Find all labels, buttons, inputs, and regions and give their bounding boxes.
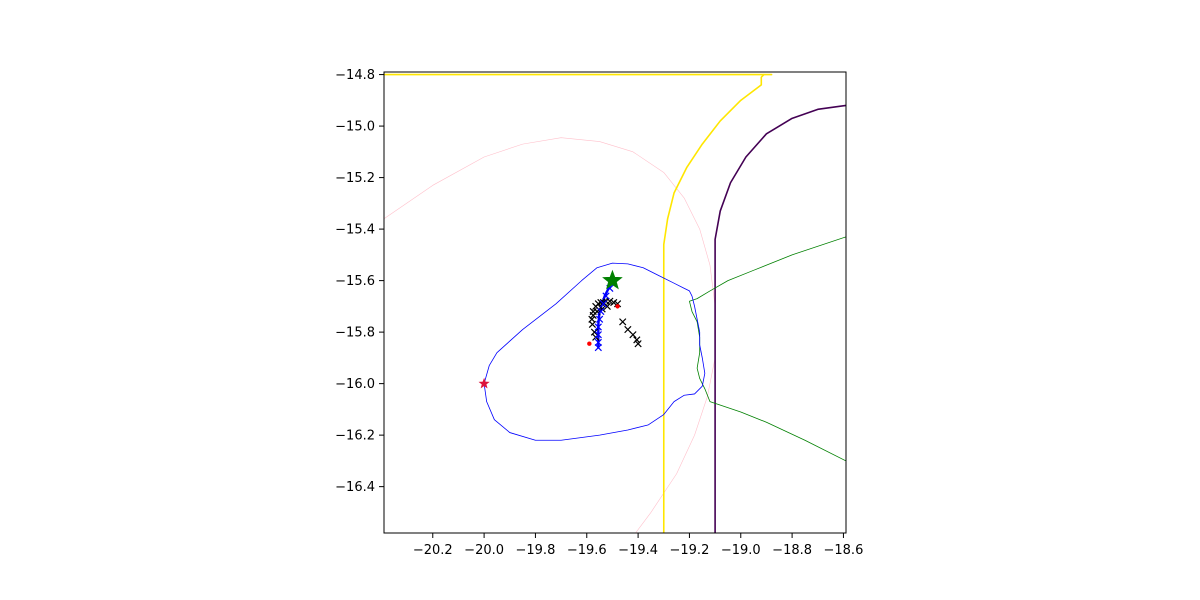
star-marker [602,269,623,290]
x-tick-label: −20.0 [464,543,504,558]
x-marker [599,300,608,308]
x-marker [629,331,637,339]
y-tick-label: −16.2 [335,429,375,444]
x-marker [603,302,611,310]
series-line-2 [662,73,765,533]
y-tick-label: −16.0 [335,377,375,392]
x-marker [595,315,604,323]
star-marker [478,377,490,389]
x-marker [594,331,602,339]
x-marker [602,292,610,300]
x-marker [594,338,602,347]
x-marker [594,343,602,352]
x-marker [610,298,618,307]
x-tick-label: −19.0 [721,543,761,558]
x-tick-label: −20.2 [413,543,453,558]
x-tick-label: −18.6 [824,543,864,558]
x-axis: −20.2 −20.0 −19.8 −19.6 −19.4 −19.2 −19.0 −18.8… [413,533,864,558]
x-marker [597,307,605,316]
y-tick-label: −15.8 [335,326,375,341]
x-tick-label: −19.6 [567,543,607,558]
y-tick-label: −15.2 [335,171,375,186]
x-marker [634,340,642,348]
x-marker [633,336,641,344]
x-tick-label: −19.4 [618,543,658,558]
dot-marker [615,304,620,309]
x-tick-label: −19.2 [670,543,710,558]
x-marker [590,328,599,336]
y-tick-label: −15.6 [335,274,375,289]
series-line-0 [384,137,716,533]
x-marker [588,320,597,329]
series-layer [384,73,846,533]
y-tick-label: −15.4 [335,223,375,238]
x-marker [589,311,597,320]
series-line-5 [483,262,706,441]
x-tick-label: −19.8 [516,543,556,558]
y-tick-label: −14.8 [335,68,375,83]
axes-frame [383,71,847,534]
x-marker [594,323,602,331]
series-line-3 [714,104,846,533]
x-marker [606,297,614,305]
dot-marker [587,341,592,346]
y-axis: −14.8 −15.0 −15.2 −15.4 −15.6 −15.8 −16.0 −16.2… [335,68,384,495]
y-tick-label: −15.0 [335,120,375,135]
x-tick-label: −18.8 [772,543,812,558]
y-tick-label: −16.4 [335,480,375,495]
x-marker [619,318,627,326]
